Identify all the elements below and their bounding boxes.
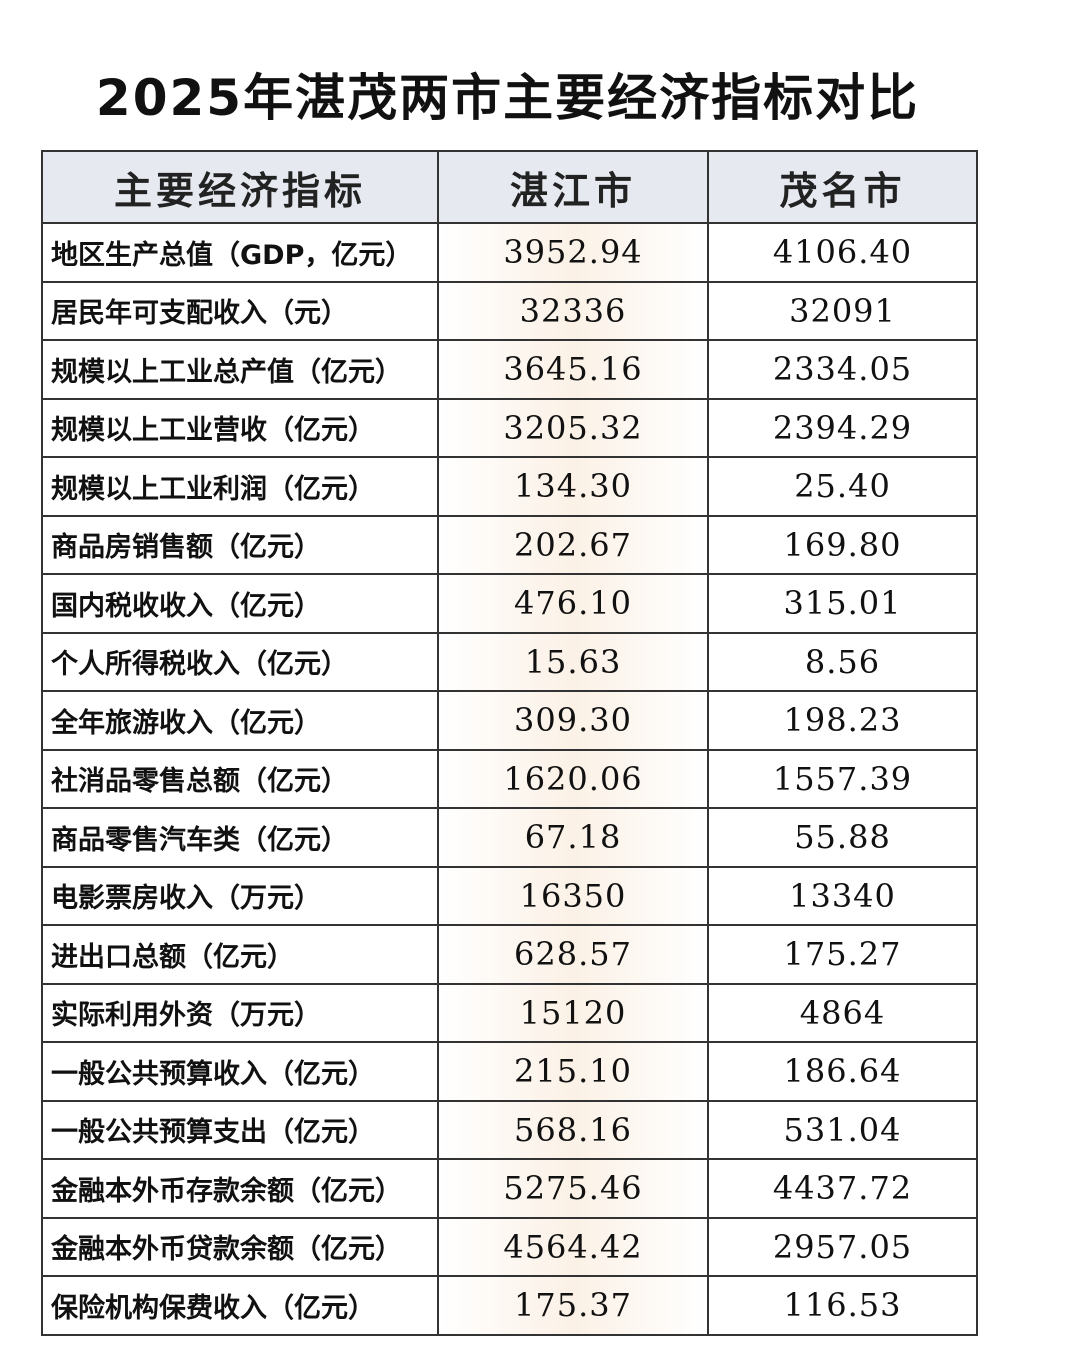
indicator-label: 进出口总额（亿元） [41, 924, 439, 985]
value-cell: 3205.32 [437, 397, 709, 458]
table-row: 个人所得税收入（亿元） 15.63 8.56 [41, 631, 978, 692]
indicator-label: 一般公共预算支出（亿元） [41, 1099, 439, 1160]
table-row: 社消品零售总额（亿元） 1620.06 1557.39 [41, 748, 978, 809]
value-cell: 175.27 [707, 924, 978, 985]
value-cell: 4106.40 [707, 222, 978, 283]
table-row: 全年旅游收入（亿元） 309.30 198.23 [41, 690, 978, 751]
table-row: 商品零售汽车类（亿元） 67.18 55.88 [41, 807, 978, 868]
value-cell: 3645.16 [437, 339, 709, 400]
value-cell: 198.23 [707, 690, 978, 751]
table-row: 金融本外币贷款余额（亿元） 4564.42 2957.05 [41, 1216, 978, 1277]
indicator-label: 社消品零售总额（亿元） [41, 748, 439, 809]
value-cell: 116.53 [707, 1275, 978, 1336]
value-cell: 175.37 [437, 1275, 709, 1336]
value-cell: 15120 [437, 982, 709, 1043]
value-cell: 16350 [437, 865, 709, 926]
value-cell: 531.04 [707, 1099, 978, 1160]
table-row: 地区生产总值（GDP，亿元） 3952.94 4106.40 [41, 222, 978, 283]
value-cell: 309.30 [437, 690, 709, 751]
indicator-label: 居民年可支配收入（元） [41, 280, 439, 341]
value-cell: 5275.46 [437, 1158, 709, 1219]
value-cell: 1620.06 [437, 748, 709, 809]
table-header: 主要经济指标 湛江市 茂名市 [41, 150, 978, 224]
value-cell: 202.67 [437, 514, 709, 575]
indicator-label: 规模以上工业利润（亿元） [41, 456, 439, 517]
indicator-label: 全年旅游收入（亿元） [41, 690, 439, 751]
table-row: 进出口总额（亿元） 628.57 175.27 [41, 924, 978, 985]
indicator-label: 个人所得税收入（亿元） [41, 631, 439, 692]
indicator-label: 电影票房收入（万元） [41, 865, 439, 926]
value-cell: 2957.05 [707, 1216, 978, 1277]
value-cell: 32091 [707, 280, 978, 341]
indicator-label: 规模以上工业总产值（亿元） [41, 339, 439, 400]
indicator-label: 金融本外币贷款余额（亿元） [41, 1216, 439, 1277]
value-cell: 628.57 [437, 924, 709, 985]
table-row: 一般公共预算收入（亿元） 215.10 186.64 [41, 1041, 978, 1102]
header-cell: 湛江市 [437, 150, 709, 224]
value-cell: 476.10 [437, 573, 709, 634]
value-cell: 55.88 [707, 807, 978, 868]
header-cell: 主要经济指标 [41, 150, 439, 224]
value-cell: 67.18 [437, 807, 709, 868]
value-cell: 134.30 [437, 456, 709, 517]
header-cell: 茂名市 [707, 150, 978, 224]
table-row: 规模以上工业总产值（亿元） 3645.16 2334.05 [41, 339, 978, 400]
table-row: 金融本外币存款余额（亿元） 5275.46 4437.72 [41, 1158, 978, 1219]
value-cell: 315.01 [707, 573, 978, 634]
table-row: 商品房销售额（亿元） 202.67 169.80 [41, 514, 978, 575]
indicator-label: 保险机构保费收入（亿元） [41, 1275, 439, 1336]
table-row: 实际利用外资（万元） 15120 4864 [41, 982, 978, 1043]
indicator-label: 商品房销售额（亿元） [41, 514, 439, 575]
table-row: 国内税收收入（亿元） 476.10 315.01 [41, 573, 978, 634]
value-cell: 4864 [707, 982, 978, 1043]
value-cell: 15.63 [437, 631, 709, 692]
indicator-label: 一般公共预算收入（亿元） [41, 1041, 439, 1102]
indicator-label: 金融本外币存款余额（亿元） [41, 1158, 439, 1219]
indicator-label: 国内税收收入（亿元） [41, 573, 439, 634]
header-row: 主要经济指标 湛江市 茂名市 [41, 150, 978, 224]
value-cell: 186.64 [707, 1041, 978, 1102]
indicator-label: 地区生产总值（GDP，亿元） [41, 222, 439, 283]
indicator-table: 主要经济指标 湛江市 茂名市 地区生产总值（GDP，亿元） 3952.94 4106.4… [41, 150, 978, 1336]
value-cell: 8.56 [707, 631, 978, 692]
value-cell: 1557.39 [707, 748, 978, 809]
table-row: 居民年可支配收入（元） 32336 32091 [41, 280, 978, 341]
value-cell: 215.10 [437, 1041, 709, 1102]
table-row: 电影票房收入（万元） 16350 13340 [41, 865, 978, 926]
table-row: 规模以上工业营收（亿元） 3205.32 2394.29 [41, 397, 978, 458]
value-cell: 2334.05 [707, 339, 978, 400]
value-cell: 568.16 [437, 1099, 709, 1160]
value-cell: 13340 [707, 865, 978, 926]
value-cell: 4437.72 [707, 1158, 978, 1219]
indicator-label: 实际利用外资（万元） [41, 982, 439, 1043]
value-cell: 2394.29 [707, 397, 978, 458]
indicator-label: 商品零售汽车类（亿元） [41, 807, 439, 868]
indicator-label: 规模以上工业营收（亿元） [41, 397, 439, 458]
value-cell: 4564.42 [437, 1216, 709, 1277]
title: 2025年湛茂两市主要经济指标对比 [95, 69, 920, 127]
value-cell: 3952.94 [437, 222, 709, 283]
value-cell: 32336 [437, 280, 709, 341]
table-row: 一般公共预算支出（亿元） 568.16 531.04 [41, 1099, 978, 1160]
table-row: 保险机构保费收入（亿元） 175.37 116.53 [41, 1275, 978, 1336]
table-body: 地区生产总值（GDP，亿元） 3952.94 4106.40 居民年可支配收入（元） 3… [41, 222, 978, 1336]
value-cell: 25.40 [707, 456, 978, 517]
value-cell: 169.80 [707, 514, 978, 575]
table-row: 规模以上工业利润（亿元） 134.30 25.40 [41, 456, 978, 517]
